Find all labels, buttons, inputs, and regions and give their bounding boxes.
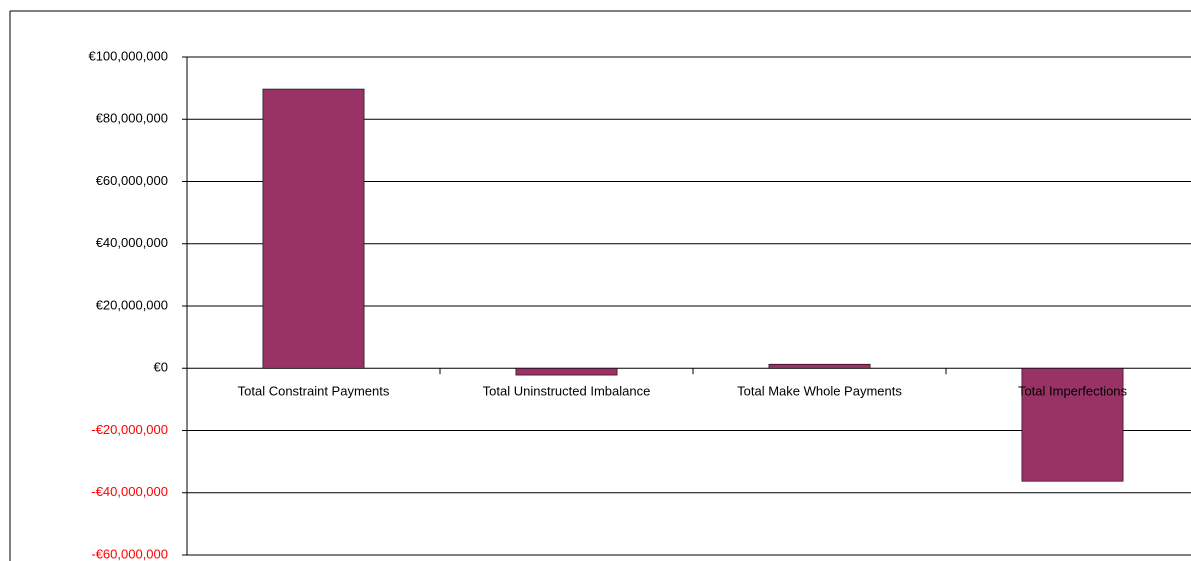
- bar: [1021, 367, 1124, 482]
- y-tick-label: -€60,000,000: [91, 546, 168, 561]
- x-tick-label: Total Make Whole Payments: [737, 384, 902, 399]
- y-tick-label: €0: [154, 360, 168, 375]
- bar: [768, 363, 871, 369]
- x-tick-label: Total Imperfections: [1018, 384, 1128, 399]
- y-tick-label: -€40,000,000: [91, 484, 168, 499]
- x-tick-label: Total Uninstructed Imbalance: [483, 384, 651, 399]
- y-tick-label: €80,000,000: [96, 111, 168, 126]
- bar: [515, 367, 618, 376]
- y-tick-label: €40,000,000: [96, 235, 168, 250]
- x-tick-label: Total Constraint Payments: [238, 384, 390, 399]
- y-tick-label: €100,000,000: [88, 48, 168, 63]
- y-tick-label: €60,000,000: [96, 173, 168, 188]
- bar: [262, 88, 365, 369]
- y-tick-label: -€20,000,000: [91, 422, 168, 437]
- y-tick-label: €20,000,000: [96, 297, 168, 312]
